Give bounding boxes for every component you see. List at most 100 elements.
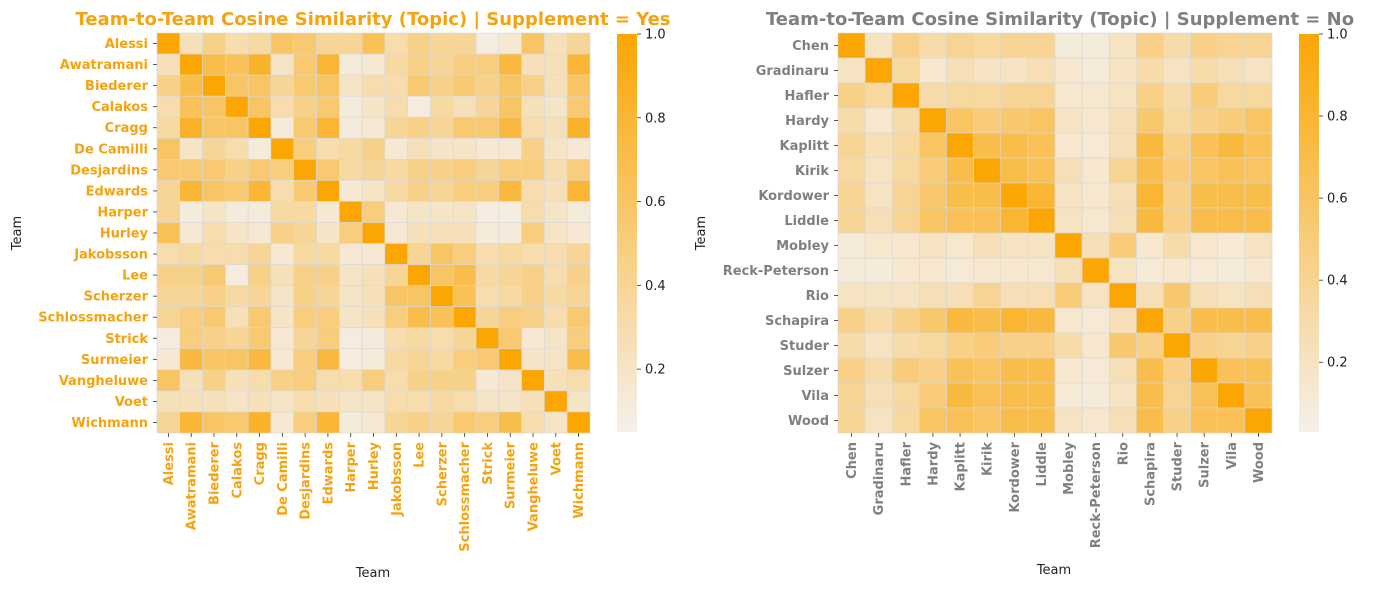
cell-Reck-Peterson-Liddle <box>1027 257 1056 284</box>
x-tick-label-Kaplitt: Kaplitt <box>954 442 969 492</box>
y-tick-label-Calakos: Calakos <box>91 100 148 115</box>
cell-Chen-Gradinaru <box>864 32 893 59</box>
cell-Edwards-Hurley <box>361 180 386 202</box>
cell-Jakobsson-Voet <box>544 243 568 265</box>
cell-Studer-Schapira <box>1136 332 1164 359</box>
x-tick-label-Hardy: Hardy <box>926 441 941 485</box>
cell-Sulzer-Wood <box>1244 357 1273 384</box>
cell-Scherzer-Schlossmacher <box>452 285 477 307</box>
cell-Chen-Schapira <box>1136 32 1164 59</box>
x-tick-label-Calakos: Calakos <box>230 442 245 499</box>
cell-Lee-Cragg <box>247 264 272 286</box>
cell-Wood-Hardy <box>919 407 947 434</box>
x-tick-label-Kirik: Kirik <box>981 442 996 476</box>
y-tick-labels: Chen Gradinaru Hafler Hardy Kaplitt Kirik Kord… <box>723 39 838 429</box>
cell-Kirik-Chen <box>837 157 866 184</box>
cell-Cragg-Harper <box>339 116 363 139</box>
cell-Vangheluwe-Hurley <box>361 369 386 392</box>
cell-Schlossmacher-Voet <box>544 306 568 329</box>
cell-Edwards-Harper <box>339 180 363 202</box>
cell-Sulzer-Liddle <box>1027 357 1056 384</box>
cell-Scherzer-Harper <box>339 285 363 307</box>
cell-Cragg-Wichmann <box>566 116 591 139</box>
cell-Hurley-Hurley <box>361 222 386 244</box>
cell-De Camilli-Surmeier <box>498 137 522 160</box>
cell-Schapira-Rio <box>1108 307 1137 334</box>
cell-Hardy-Vila <box>1217 107 1246 134</box>
cell-Edwards-Lee <box>407 180 431 202</box>
cell-Wood-Studer <box>1163 407 1191 434</box>
cell-Vangheluwe-Vangheluwe <box>521 369 545 392</box>
y-tick-label-Studer: Studer <box>780 339 830 354</box>
y-tick-label-Hardy: Hardy <box>785 114 829 129</box>
cell-Vangheluwe-Biederer <box>202 369 226 392</box>
cell-Kordower-Liddle <box>1027 182 1056 209</box>
cell-Kordower-Gradinaru <box>864 182 893 209</box>
cell-Studer-Gradinaru <box>864 332 893 359</box>
cell-Hurley-Alessi <box>156 222 181 244</box>
cell-Biederer-Edwards <box>316 74 340 97</box>
cell-Reck-Peterson-Gradinaru <box>864 257 893 284</box>
cell-De Camilli-Voet <box>544 137 568 160</box>
cell-Wichmann-Harper <box>339 411 363 434</box>
cell-Jakobsson-Cragg <box>247 243 272 265</box>
cell-De Camilli-Hurley <box>361 137 386 160</box>
cell-Harper-Hurley <box>361 201 386 223</box>
y-tick-label-Kirik: Kirik <box>795 164 829 179</box>
y-axis-label: Team <box>694 216 709 251</box>
x-tick-label-Studer: Studer <box>1171 441 1186 491</box>
cell-Biederer-Desjardins <box>293 74 317 97</box>
cell-Vila-Rio <box>1108 382 1137 409</box>
cell-Schlossmacher-Vangheluwe <box>521 306 545 329</box>
cell-Kordower-Kaplitt <box>946 182 974 209</box>
cell-Mobley-Studer <box>1163 232 1191 259</box>
cell-Desjardins-Scherzer <box>430 159 454 181</box>
cell-Alessi-Awatramani <box>179 32 203 55</box>
chart-title: Team-to-Team Cosine Similarity (Topic) |… <box>766 9 1354 30</box>
cell-Kirik-Hardy <box>919 157 947 184</box>
cell-Lee-Schlossmacher <box>452 264 477 286</box>
cell-Alessi-Jakobsson <box>384 32 408 55</box>
cell-Rio-Liddle <box>1027 282 1056 309</box>
cell-Gradinaru-Liddle <box>1027 57 1056 84</box>
cell-Calakos-Awatramani <box>179 95 203 118</box>
cell-Lee-Desjardins <box>293 264 317 286</box>
cell-Harper-Scherzer <box>430 201 454 223</box>
cell-Strick-Scherzer <box>430 327 454 350</box>
cell-Rio-Kordower <box>1000 282 1029 309</box>
cell-Lee-Surmeier <box>498 264 522 286</box>
cell-Hurley-Cragg <box>247 222 272 244</box>
cell-Cragg-Voet <box>544 116 568 139</box>
cell-Desjardins-Schlossmacher <box>452 159 477 181</box>
cell-Kordower-Reck-Peterson <box>1081 182 1110 209</box>
cell-Strick-Harper <box>339 327 363 350</box>
cell-Schlossmacher-Hurley <box>361 306 386 329</box>
cell-Biederer-Alessi <box>156 74 181 97</box>
colorbar-tick-label: 0.4 <box>645 279 666 294</box>
cell-Kaplitt-Studer <box>1163 132 1191 159</box>
cell-Hardy-Hafler <box>891 107 920 134</box>
cell-Schapira-Reck-Peterson <box>1081 307 1110 334</box>
cell-Gradinaru-Studer <box>1163 57 1191 84</box>
cell-Harper-Desjardins <box>293 201 317 223</box>
cell-Studer-Studer <box>1163 332 1191 359</box>
cell-Surmeier-Calakos <box>225 348 249 371</box>
x-tick-label-Edwards: Edwards <box>321 442 336 505</box>
cell-Cragg-Scherzer <box>430 116 454 139</box>
cell-Harper-De Camilli <box>270 201 295 223</box>
cell-Lee-Scherzer <box>430 264 454 286</box>
cell-Jakobsson-Surmeier <box>498 243 522 265</box>
y-tick-label-Alessi: Alessi <box>105 37 148 52</box>
cell-Jakobsson-Edwards <box>316 243 340 265</box>
cell-Mobley-Vila <box>1217 232 1246 259</box>
x-tick-label-Desjardins: Desjardins <box>299 442 314 520</box>
y-tick-label-Desjardins: Desjardins <box>70 163 148 178</box>
cell-Gradinaru-Schapira <box>1136 57 1164 84</box>
cell-Liddle-Hardy <box>919 207 947 234</box>
cell-Edwards-Alessi <box>156 180 181 202</box>
cell-Hardy-Sulzer <box>1190 107 1219 134</box>
cell-Harper-Harper <box>339 201 363 223</box>
cell-Strick-Alessi <box>156 327 181 350</box>
cell-Lee-De Camilli <box>270 264 295 286</box>
cell-Calakos-Voet <box>544 95 568 118</box>
